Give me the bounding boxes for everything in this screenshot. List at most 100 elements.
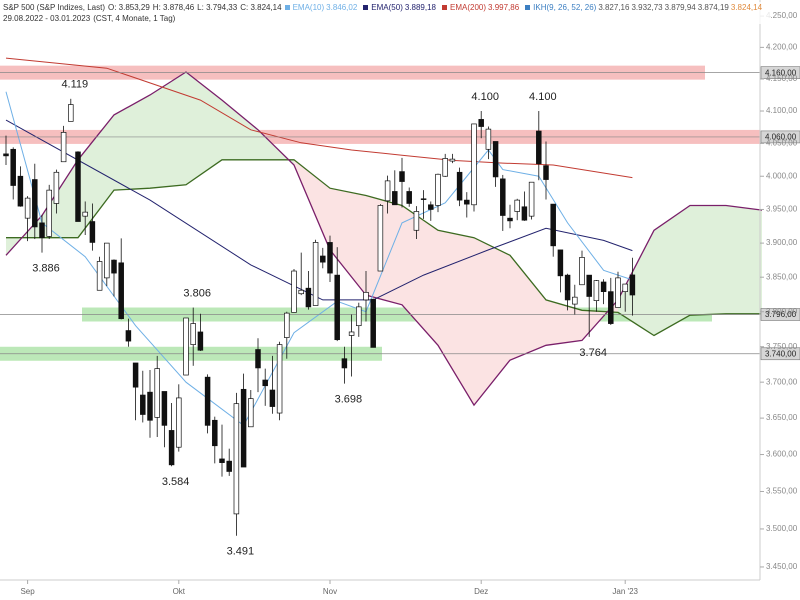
candle-body — [428, 204, 434, 210]
candle-body — [370, 298, 376, 348]
chart-header: S&P 500 (S&P Indizes, Last) O: 3.853,29 H:… — [3, 2, 771, 24]
cloud-segment — [726, 205, 762, 314]
annotation: 4.119 — [61, 79, 88, 91]
cloud-segment — [438, 230, 474, 406]
x-tick-label: Sep — [20, 587, 35, 596]
candle-body — [406, 191, 412, 204]
candle-body — [298, 289, 304, 295]
candle-body — [507, 217, 513, 222]
header-line-1: S&P 500 (S&P Indizes, Last) O: 3.853,29 H:… — [3, 2, 770, 13]
legend-name: EMA(200) — [450, 3, 487, 12]
y-tick-label: 3.500,00 — [766, 524, 798, 533]
cloud-segment — [222, 100, 258, 160]
candle-body — [413, 211, 420, 231]
candle-body — [341, 358, 348, 369]
y-tick-label: 3.850,00 — [766, 272, 798, 281]
legend-item: IKH(9, 26, 52, 26) 3.827,16 3.932,73 3.879,… — [525, 3, 764, 12]
y-tick-label: 3.900,00 — [766, 238, 798, 247]
legend-value: 3.879,94 — [664, 3, 696, 12]
legend-name: EMA(50) — [371, 3, 403, 12]
zone-label-box — [760, 130, 800, 144]
y-tick-label: 3.600,00 — [766, 450, 798, 459]
candle-body — [10, 148, 16, 186]
cloud-segment — [366, 195, 402, 305]
cloud-segment — [654, 205, 690, 336]
candle-body — [197, 331, 204, 351]
legend-value: 3.997,86 — [488, 3, 520, 12]
cloud-segment — [186, 72, 222, 185]
cloud-segment — [114, 94, 150, 191]
candle-body — [572, 296, 578, 305]
legend-swatch — [442, 5, 447, 11]
ema-line — [5, 119, 633, 301]
candle-body — [327, 242, 333, 274]
candle-body — [399, 171, 405, 182]
candle-body — [449, 158, 456, 162]
candle-body — [147, 391, 153, 421]
y-tick-label: 4.200,00 — [766, 42, 798, 51]
legend-value: 3.824,14 — [730, 3, 763, 12]
candle-body — [478, 119, 484, 127]
ichimoku-span-a — [5, 71, 763, 407]
indicator-legend: EMA(10) 3.846,02 EMA(50) 3.889,18 EMA(200) 3.… — [284, 3, 767, 12]
legend-value: 3.827,16 — [598, 3, 630, 12]
x-tick-label: Dez — [474, 587, 488, 596]
y-tick-label: 3.750,00 — [766, 342, 798, 351]
candle-body — [183, 317, 189, 376]
legend-item: EMA(10) 3.846,02 — [284, 3, 361, 12]
candle-body — [586, 274, 592, 297]
candle-body — [89, 221, 96, 243]
y-tick-label: 3.950,00 — [766, 205, 798, 214]
candle-body — [334, 274, 340, 341]
candle-body — [514, 199, 520, 212]
candle-body — [96, 261, 103, 291]
candle-body — [435, 173, 441, 206]
candle-body — [190, 323, 196, 345]
candle-body — [104, 242, 110, 279]
candle-body — [255, 349, 261, 369]
candle-body — [550, 203, 556, 247]
candle-body — [536, 130, 542, 165]
y-tick-label: 3.650,00 — [766, 413, 798, 422]
y-tick-label: 4.000,00 — [766, 171, 798, 180]
candle-body — [248, 398, 254, 428]
candle-body — [528, 181, 535, 217]
cloud-segment — [330, 188, 366, 296]
annotation: 3.764 — [579, 347, 607, 359]
candle-body — [543, 165, 549, 180]
candle-body — [154, 368, 160, 418]
ohlc-low: L: 3.794,33 — [197, 3, 238, 12]
candle-body — [579, 257, 585, 286]
candle-body — [176, 397, 182, 448]
candle-body — [276, 344, 283, 414]
y-tick-label: 4.050,00 — [766, 139, 798, 148]
candle-body — [557, 249, 564, 277]
candle-body — [485, 128, 492, 150]
candle-body — [392, 191, 398, 206]
header-line-2: 29.08.2022 - 03.01.2023 (CST, 4 Monate, 1… — [3, 13, 770, 24]
cloud-segment — [474, 237, 510, 406]
legend-name: EMA(10) — [292, 3, 325, 12]
candle-body — [464, 199, 470, 205]
candle-body — [168, 430, 175, 466]
x-tick-label: Jan '23 — [612, 587, 638, 596]
legend-value: 3.932,73 — [631, 3, 663, 12]
zone-label: 3.796,00 — [765, 310, 797, 319]
candle-body — [384, 180, 391, 202]
annotation: 4.100 — [529, 91, 557, 103]
x-tick-label: Okt — [173, 587, 186, 596]
candle-body — [233, 403, 240, 515]
annotation: 3.584 — [162, 476, 190, 488]
legend-item: EMA(200) 3.997,86 — [442, 3, 522, 12]
candle-body — [284, 312, 290, 338]
zone-label-box — [760, 347, 800, 361]
annotation: 3.491 — [227, 546, 255, 558]
candle-body — [204, 376, 211, 426]
candle-body — [456, 171, 463, 201]
candle-body — [262, 379, 268, 387]
candle-body — [212, 419, 218, 447]
symbol: S&P 500 (S&P Indizes, Last) — [3, 3, 105, 12]
candle-body — [608, 291, 614, 324]
candle-body — [500, 178, 506, 216]
cloud-segment — [618, 230, 654, 336]
